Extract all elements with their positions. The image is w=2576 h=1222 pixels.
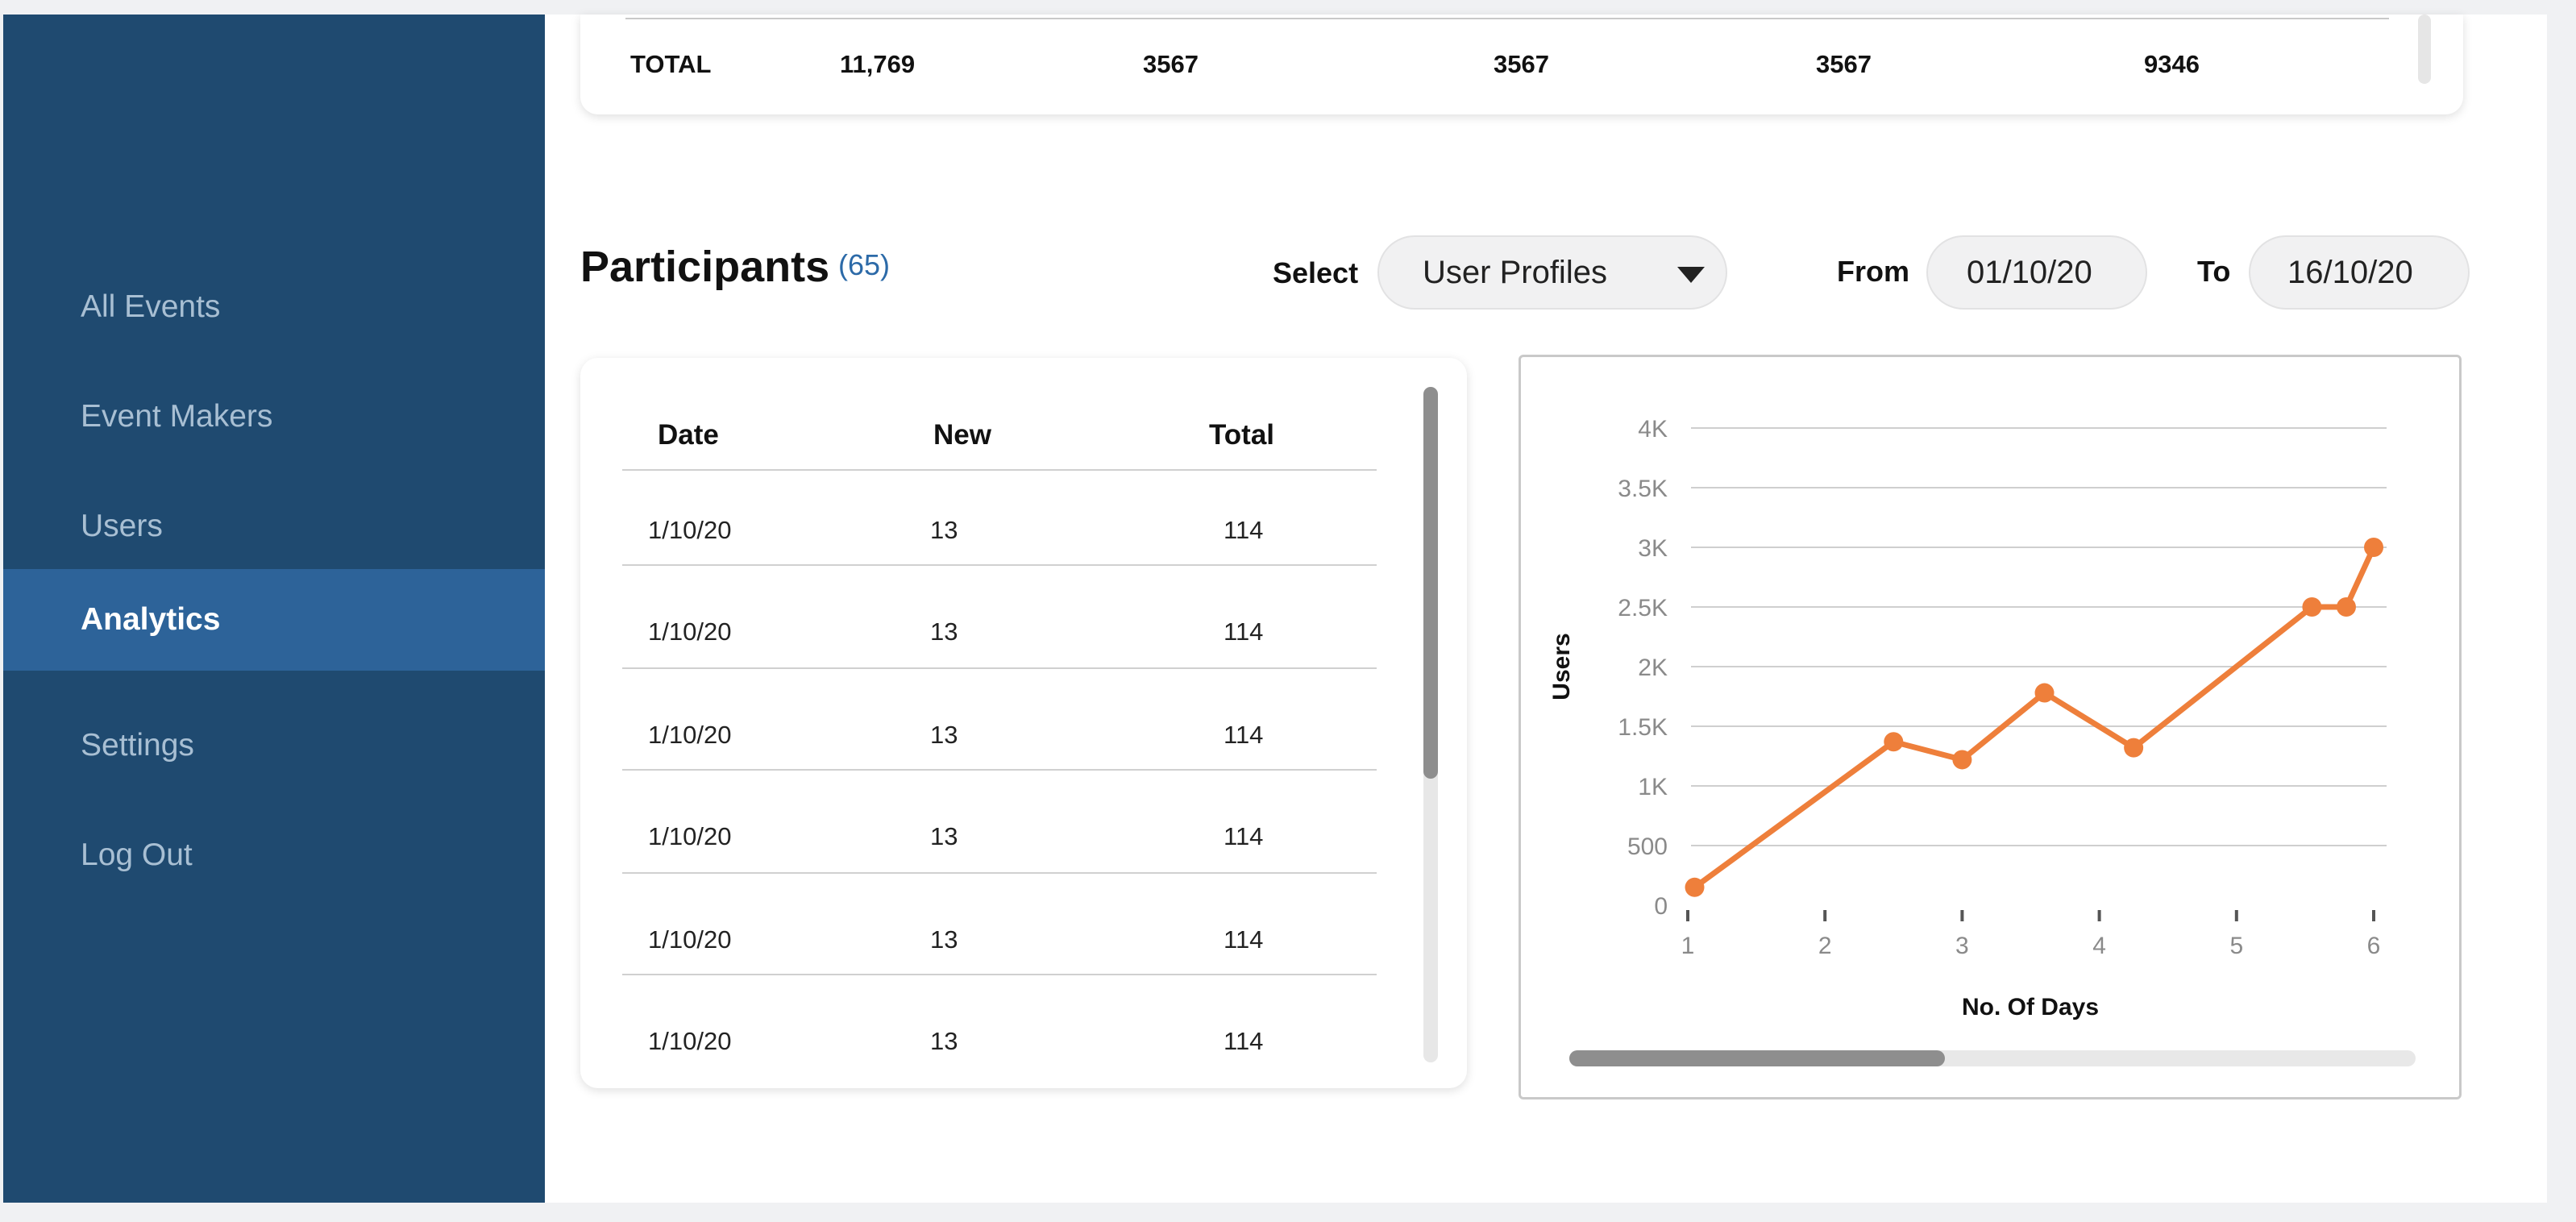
table-cell-new: 13: [930, 721, 958, 749]
divider: [622, 667, 1377, 669]
y-axis-label: Users: [1548, 633, 1575, 700]
divider: [622, 469, 1377, 471]
sidebar-item-analytics[interactable]: Analytics: [3, 569, 545, 671]
table-cell-new: 13: [930, 925, 958, 954]
total-value: 9346: [2144, 50, 2200, 78]
table-cell-new: 13: [930, 1027, 958, 1055]
from-label: From: [1837, 255, 1909, 288]
participants-count: (65): [838, 248, 891, 281]
table-cell-date: 1/10/20: [648, 925, 732, 954]
divider: [625, 18, 2389, 19]
app-window: All Events Event Makers Users Analytics …: [3, 15, 2547, 1203]
sidebar-item-event-makers[interactable]: Event Makers: [3, 366, 545, 468]
sidebar-item-settings[interactable]: Settings: [3, 695, 545, 796]
total-value: 3567: [1494, 50, 1549, 78]
sidebar-item-label: All Events: [81, 289, 221, 324]
participants-table-card: Date New Total 1/10/20 13 114 1/10/20 13…: [580, 358, 1467, 1088]
total-label: TOTAL: [630, 50, 712, 78]
to-date-field[interactable]: 16/10/20: [2249, 235, 2470, 310]
x-tick-label: 3: [1955, 933, 1969, 959]
sidebar-item-label: Event Makers: [81, 399, 273, 434]
table-cell-total: 114: [1224, 617, 1264, 646]
table-cell-date: 1/10/20: [648, 516, 732, 544]
x-tick-label: 4: [2092, 933, 2106, 959]
chart-scrollbar-thumb[interactable]: [1569, 1050, 1945, 1066]
y-tick-label: 1.5K: [1618, 714, 1668, 741]
y-tick-label: 3K: [1638, 535, 1668, 562]
data-point: [1952, 750, 1972, 770]
y-tick-label: 0: [1654, 893, 1668, 920]
sidebar-item-label: Log Out: [81, 838, 193, 872]
x-tick-label: 6: [2367, 933, 2381, 959]
total-value: 3567: [1816, 50, 1872, 78]
y-tick-label: 2K: [1638, 655, 1668, 681]
column-header-new: New: [933, 419, 991, 451]
sidebar-item-label: Analytics: [81, 602, 221, 637]
column-header-date: Date: [658, 419, 719, 451]
data-point: [2034, 683, 2055, 703]
sidebar-item-label: Settings: [81, 728, 194, 763]
table-cell-new: 13: [930, 617, 958, 646]
column-header-total: Total: [1209, 419, 1275, 451]
totals-table-card: TOTAL 11,769 3567 3567 3567 9346: [580, 15, 2463, 114]
table-cell-date: 1/10/20: [648, 822, 732, 850]
total-value: 3567: [1143, 50, 1199, 78]
table-cell-total: 114: [1224, 516, 1264, 544]
sidebar: All Events Event Makers Users Analytics …: [3, 15, 545, 1203]
sidebar-item-label: Users: [81, 509, 163, 543]
table-cell-new: 13: [930, 516, 958, 544]
x-tick-label: 5: [2229, 933, 2243, 959]
y-tick-label: 1K: [1638, 774, 1668, 800]
select-label: Select: [1273, 256, 1359, 289]
chart-canvas: 0 500 1K 1.5K 2K 2.5K 3K 3.5K 4K 1 2 3 4 5 6 Users No. O…: [1548, 416, 2387, 1020]
y-tick-label: 2.5K: [1618, 595, 1668, 621]
to-label: To: [2197, 255, 2231, 288]
data-point: [2336, 597, 2356, 617]
sidebar-item-all-events[interactable]: All Events: [3, 256, 545, 358]
divider: [622, 872, 1377, 874]
total-value: 11,769: [840, 50, 916, 78]
table-cell-date: 1/10/20: [648, 617, 732, 646]
table-cell-new: 13: [930, 822, 958, 850]
sidebar-item-users[interactable]: Users: [3, 476, 545, 577]
table-cell-total: 114: [1224, 1027, 1264, 1055]
from-date-value: 01/10/20: [1967, 254, 2092, 290]
y-tick-label: 500: [1627, 833, 1668, 860]
sidebar-item-log-out[interactable]: Log Out: [3, 804, 545, 906]
divider: [622, 974, 1377, 975]
users-line-chart: 0 500 1K 1.5K 2K 2.5K 3K 3.5K 4K 1 2 3 4 5 6 Users No. O…: [1519, 355, 2462, 1099]
data-point: [2364, 538, 2383, 557]
table-cell-date: 1/10/20: [648, 1027, 732, 1055]
divider: [622, 564, 1377, 566]
series-line: [1692, 544, 2377, 891]
y-tick-label: 3.5K: [1618, 476, 1668, 502]
page-title: Participants: [580, 243, 830, 291]
scrollbar-thumb[interactable]: [1423, 387, 1438, 779]
from-date-field[interactable]: 01/10/20: [1926, 235, 2147, 310]
to-date-value: 16/10/20: [2287, 254, 2413, 290]
user-profile-select[interactable]: User Profiles: [1377, 235, 1727, 310]
table-cell-date: 1/10/20: [648, 721, 732, 749]
x-axis-label: No. Of Days: [1962, 994, 2099, 1020]
y-tick-label: 4K: [1638, 416, 1668, 443]
data-point: [2302, 597, 2322, 617]
data-point: [1685, 877, 1705, 897]
table-cell-total: 114: [1224, 822, 1264, 850]
divider: [622, 769, 1377, 771]
x-tick-label: 1: [1681, 933, 1695, 959]
select-value: User Profiles: [1423, 254, 1607, 290]
scrollbar[interactable]: [2418, 15, 2431, 84]
x-tick-label: 2: [1818, 933, 1832, 959]
table-cell-total: 114: [1224, 721, 1264, 749]
data-point: [1884, 732, 1904, 752]
data-point: [2124, 738, 2144, 758]
table-cell-total: 114: [1224, 925, 1264, 954]
chevron-down-icon: [1677, 267, 1705, 283]
